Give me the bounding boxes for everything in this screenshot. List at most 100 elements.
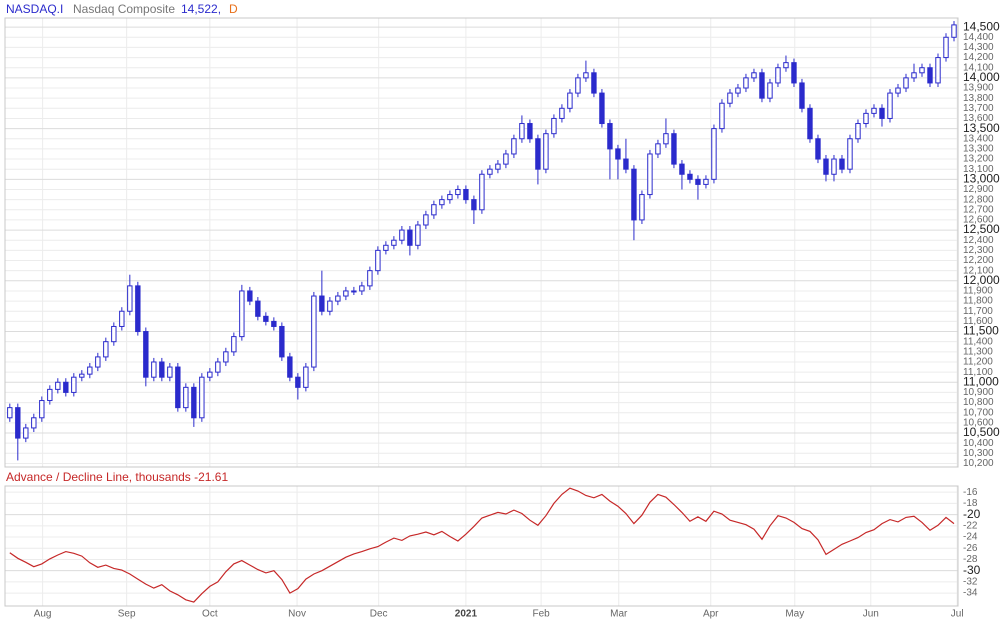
candle-body xyxy=(167,366,173,378)
candle-body xyxy=(767,82,773,99)
y-tick-label: 10,900 xyxy=(963,387,994,398)
y-tick-label: 12,700 xyxy=(963,204,994,215)
candle-body xyxy=(455,188,461,196)
candle-body xyxy=(687,173,693,180)
y-tick-label: -30 xyxy=(963,563,981,577)
y-tick-label: -16 xyxy=(963,487,978,498)
x-tick-label: Mar xyxy=(610,609,628,620)
candle-body xyxy=(607,123,613,150)
candle-body xyxy=(839,158,845,170)
y-tick-label: 12,900 xyxy=(963,184,994,195)
candle-body xyxy=(799,82,805,109)
candle-body xyxy=(783,62,789,69)
candle-body xyxy=(39,400,45,419)
candle-body xyxy=(183,386,189,409)
y-tick-label: 14,200 xyxy=(963,52,994,63)
y-tick-label: 13,800 xyxy=(963,93,994,104)
candle-body xyxy=(567,92,573,109)
panel: -16-18-20-22-24-26-28-30-32-34 Aug Sep Oct N… xyxy=(4,485,981,620)
candle-body xyxy=(407,229,413,246)
candle-body xyxy=(863,112,869,125)
candle-body xyxy=(695,178,701,185)
candle-body xyxy=(679,163,685,175)
candle-body xyxy=(623,158,629,170)
y-tick-label: -18 xyxy=(963,498,978,509)
candle-body xyxy=(159,361,165,378)
candle-body xyxy=(471,199,477,211)
candle-body xyxy=(295,376,301,388)
candle-body xyxy=(215,361,221,373)
candle-body xyxy=(23,427,29,439)
candle-body xyxy=(663,133,669,145)
candle-body xyxy=(463,188,469,201)
x-tick-label: Aug xyxy=(34,609,52,620)
candle-body xyxy=(719,102,725,130)
candle-body xyxy=(831,158,837,175)
candle-body xyxy=(263,315,269,322)
y-tick-label: 13,400 xyxy=(963,133,994,144)
candle-body xyxy=(759,72,765,99)
candle-body xyxy=(87,366,93,375)
candle-body xyxy=(487,168,493,175)
panel: 10,20010,30010,40010,50010,60010,70010,8… xyxy=(4,17,1000,469)
y-tick-label: 11,400 xyxy=(963,336,993,347)
candle-body xyxy=(95,356,101,368)
candle-body xyxy=(599,92,605,125)
candle-body xyxy=(847,138,853,170)
candle-body xyxy=(119,310,125,327)
y-tick-label: 11,100 xyxy=(963,367,993,378)
y-tick-label: -24 xyxy=(963,532,978,543)
candle-body xyxy=(239,290,245,338)
candle-body xyxy=(911,72,917,79)
y-tick-label: -34 xyxy=(963,588,978,599)
candle-body xyxy=(343,290,349,297)
candle-body xyxy=(447,194,453,201)
y-tick-label: 14,500 xyxy=(963,19,1000,33)
y-tick-label: 13,900 xyxy=(963,83,994,94)
x-tick-label: Apr xyxy=(703,609,719,620)
y-tick-label: 11,900 xyxy=(963,286,993,297)
y-tick-label: 12,200 xyxy=(963,255,994,266)
candle-body xyxy=(647,153,653,196)
y-tick-label: 12,400 xyxy=(963,235,994,246)
indicator-line xyxy=(9,487,955,603)
y-tick-label: 11,000 xyxy=(963,374,999,388)
x-tick-label: Nov xyxy=(288,609,306,620)
candle-body xyxy=(943,36,949,59)
y-tick-label: 11,500 xyxy=(963,324,999,338)
candle-body xyxy=(887,92,893,119)
symbol[interactable]: NASDAQ.I xyxy=(6,2,63,16)
y-tick-label: -22 xyxy=(963,520,978,531)
candle-body xyxy=(823,158,829,175)
candle-body xyxy=(711,128,717,180)
candle-body xyxy=(391,239,397,246)
candle-body xyxy=(335,295,341,302)
candle-body xyxy=(415,224,421,246)
candle-body xyxy=(927,67,933,84)
candle-body xyxy=(895,87,901,94)
interval[interactable]: D xyxy=(229,2,238,16)
candle-body xyxy=(879,107,885,119)
candle-body xyxy=(279,325,285,358)
y-tick-label: 10,600 xyxy=(963,418,994,429)
candle-body xyxy=(247,290,253,302)
candle-body xyxy=(151,361,157,378)
candle-body xyxy=(527,123,533,140)
candle-body xyxy=(503,153,509,165)
candle-body xyxy=(535,138,541,170)
y-tick-label: 11,600 xyxy=(963,316,993,327)
y-tick-label: -20 xyxy=(963,507,981,521)
y-tick-label: 12,800 xyxy=(963,194,994,205)
y-tick-label: 11,800 xyxy=(963,296,993,307)
y-tick-label: 12,600 xyxy=(963,215,994,226)
y-tick-label: 12,000 xyxy=(963,273,1000,287)
y-tick-label: -32 xyxy=(963,577,978,588)
candle-body xyxy=(327,300,333,312)
y-tick-label: 13,200 xyxy=(963,154,994,165)
candle-body xyxy=(103,341,109,358)
y-tick-label: 10,800 xyxy=(963,397,994,408)
candle-body xyxy=(543,133,549,170)
last-price: 14,522, xyxy=(181,2,221,16)
candle-body xyxy=(871,107,877,114)
